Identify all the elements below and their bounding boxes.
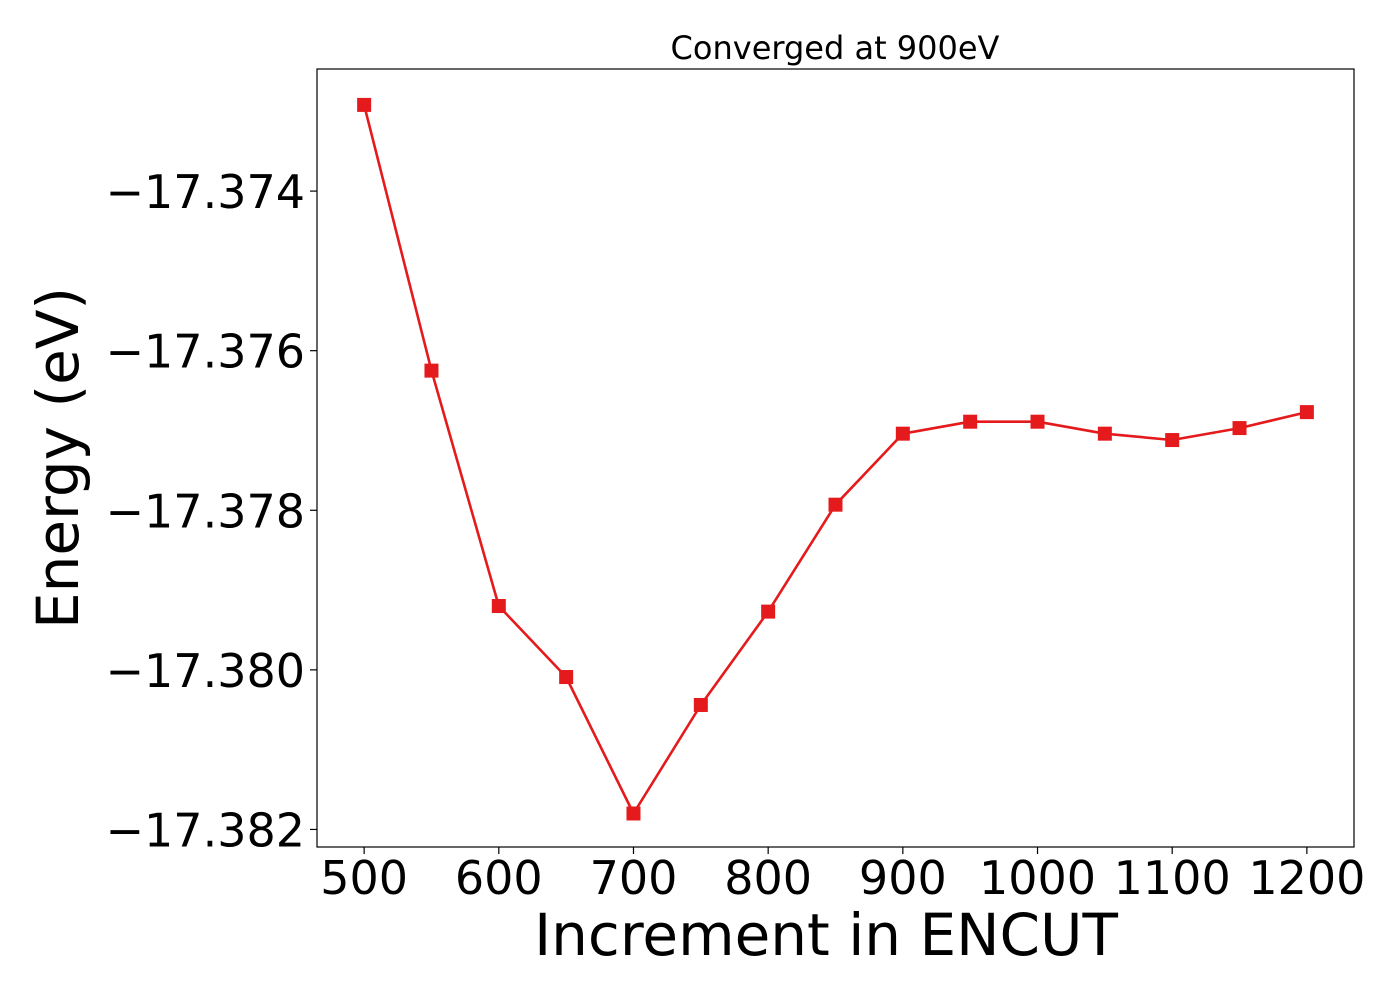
data-point-marker	[828, 497, 843, 512]
y-tick-label: −17.376	[106, 325, 306, 379]
x-tick-label: 1000	[979, 851, 1096, 905]
y-tick-label: −17.380	[106, 644, 306, 698]
y-axis-ticks: −17.374 −17.376 −17.378 −17.380 −17.382	[106, 165, 317, 857]
x-tick-label: 600	[455, 851, 543, 905]
data-point-marker	[761, 604, 776, 619]
data-point-marker	[626, 806, 641, 821]
data-point-marker	[1299, 405, 1314, 420]
data-point-marker	[693, 697, 708, 712]
data-point-marker	[963, 414, 978, 429]
data-point-marker	[357, 97, 372, 112]
plot-frame	[316, 68, 1355, 848]
y-tick-label: −17.374	[106, 165, 306, 219]
series-layer	[357, 97, 1314, 821]
data-point-marker	[1097, 426, 1112, 441]
data-point-marker	[559, 670, 574, 685]
y-tick-label: −17.382	[106, 803, 306, 857]
x-tick-label: 900	[859, 851, 947, 905]
x-axis-title: Increment in ENCUT	[534, 901, 1118, 969]
x-tick-label: 700	[590, 851, 678, 905]
x-tick-label: 800	[724, 851, 812, 905]
data-point-marker	[1232, 421, 1247, 436]
data-point-marker	[1165, 433, 1180, 448]
plot-area	[317, 69, 1354, 847]
y-tick-label: −17.378	[106, 484, 306, 538]
x-tick-label: 1100	[1114, 851, 1231, 905]
data-point-marker	[895, 426, 910, 441]
chart-title: Converged at 900eV	[671, 29, 1000, 67]
data-point-marker	[1030, 414, 1045, 429]
x-tick-label: 1200	[1248, 851, 1365, 905]
x-tick-label: 500	[320, 851, 408, 905]
data-point-marker	[491, 599, 506, 614]
y-axis-title: Energy (eV)	[24, 287, 92, 629]
data-point-marker	[424, 363, 439, 378]
x-axis-ticks: 500 600 700 800 900 1000 1100 1200	[320, 847, 1365, 905]
